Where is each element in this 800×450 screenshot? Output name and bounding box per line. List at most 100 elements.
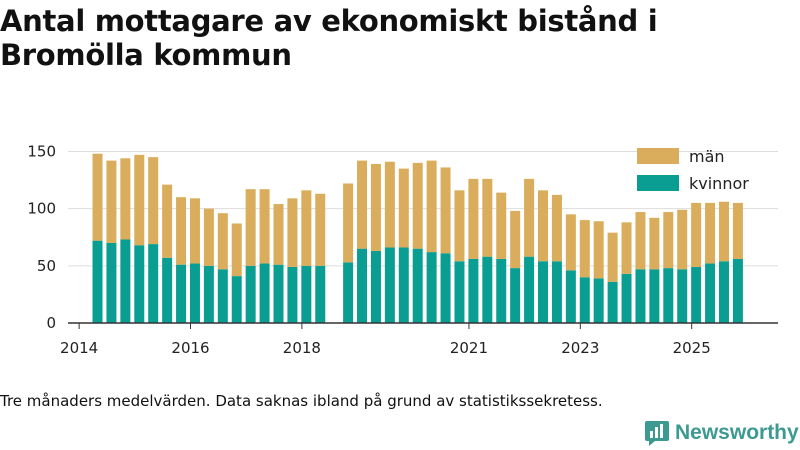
bar-man (468, 178, 479, 259)
bar-kvinnor (92, 240, 103, 323)
legend-label-kvinnor: kvinnor (689, 174, 749, 193)
bar-man (649, 217, 660, 270)
bar-kvinnor (217, 269, 228, 323)
bar-man (231, 223, 242, 277)
bar-man (273, 204, 284, 265)
bar-kvinnor (231, 276, 242, 323)
bar-man (398, 168, 409, 248)
bar-kvinnor (705, 263, 716, 323)
bar-kvinnor (343, 262, 354, 323)
bar-kvinnor (426, 252, 437, 323)
bar-man (621, 222, 632, 274)
bar-man (426, 160, 437, 253)
bar-man (538, 190, 549, 262)
footnote: Tre månaders medelvärden. Data saknas ib… (0, 392, 603, 410)
bar-kvinnor (398, 247, 409, 323)
bar-kvinnor (106, 242, 117, 323)
bar-kvinnor (649, 269, 660, 323)
bar-kvinnor (370, 250, 381, 323)
bar-man (370, 164, 381, 251)
bar-man (162, 184, 173, 258)
bar-kvinnor (287, 266, 298, 323)
y-tick-label: 100 (27, 200, 56, 218)
bar-man (120, 158, 131, 240)
bar-kvinnor (607, 281, 618, 323)
y-tick-label: 0 (46, 314, 56, 332)
bar-kvinnor (551, 261, 562, 323)
bar-kvinnor (259, 263, 270, 323)
bar-man (217, 213, 228, 270)
legend-swatch-kvinnor (637, 175, 679, 191)
bar-man (106, 160, 117, 243)
bar-man (551, 194, 562, 262)
bar-man (287, 198, 298, 267)
brand-logo: Newsworthy (644, 418, 799, 448)
newsworthy-icon (645, 421, 669, 446)
x-tick-label: 2025 (673, 339, 711, 357)
bar-man (134, 154, 145, 246)
bar-man (440, 167, 451, 254)
bar-man (663, 212, 674, 269)
bar-man (607, 232, 618, 282)
bars (92, 153, 743, 323)
bar-man (203, 208, 214, 266)
bar-man (510, 210, 521, 269)
x-tick-label: 2018 (283, 339, 321, 357)
bar-kvinnor (440, 253, 451, 323)
bar-kvinnor (677, 269, 688, 323)
bar-kvinnor (468, 258, 479, 323)
bar-man (496, 192, 507, 259)
bar-kvinnor (412, 248, 423, 323)
bar-man (245, 189, 256, 266)
bar-kvinnor (357, 248, 368, 323)
bar-kvinnor (315, 265, 326, 323)
bar-kvinnor (454, 261, 465, 323)
bar-kvinnor (162, 257, 173, 323)
bar-kvinnor (245, 265, 256, 323)
bar-man (301, 190, 312, 266)
bar-kvinnor (732, 258, 743, 323)
bar-kvinnor (203, 265, 214, 323)
legend: män kvinnor (637, 147, 749, 193)
bar-kvinnor (482, 256, 493, 323)
bar-man (482, 178, 493, 257)
bar-man (176, 197, 187, 265)
bar-kvinnor (496, 258, 507, 323)
bar-man (691, 202, 702, 267)
axes: 0 50 100 150 2014 2016 2018 2021 2023 2025 (27, 142, 778, 357)
brand-name: Newsworthy (675, 421, 799, 444)
y-tick-label: 50 (37, 257, 56, 275)
x-tick-label: 2014 (60, 339, 98, 357)
bar-man (579, 220, 590, 278)
bar-kvinnor (579, 277, 590, 323)
bar-kvinnor (120, 239, 131, 323)
bar-kvinnor (189, 263, 200, 323)
legend-swatch-man (637, 148, 679, 164)
bar-kvinnor (593, 278, 604, 323)
bar-kvinnor (718, 261, 729, 323)
bar-kvinnor (621, 273, 632, 323)
bar-man (384, 161, 395, 248)
bar-kvinnor (691, 266, 702, 323)
y-tick-label: 150 (27, 142, 56, 160)
bar-man (92, 153, 103, 241)
x-tick-label: 2021 (450, 339, 488, 357)
bar-kvinnor (565, 270, 576, 323)
bar-man (454, 190, 465, 262)
bar-man (565, 214, 576, 271)
chart-title: Antal mottagare av ekonomiskt bistånd i … (0, 4, 658, 72)
bar-kvinnor (273, 264, 284, 323)
bar-kvinnor (384, 247, 395, 323)
bar-man (732, 202, 743, 259)
bar-man (357, 160, 368, 249)
bar-man (677, 209, 688, 270)
bar-man (148, 157, 159, 245)
bar-kvinnor (635, 269, 646, 323)
bar-kvinnor (524, 256, 535, 323)
bar-man (718, 201, 729, 262)
bar-man (315, 193, 326, 266)
x-tick-label: 2016 (171, 339, 209, 357)
bar-kvinnor (663, 268, 674, 323)
bar-man (259, 189, 270, 264)
